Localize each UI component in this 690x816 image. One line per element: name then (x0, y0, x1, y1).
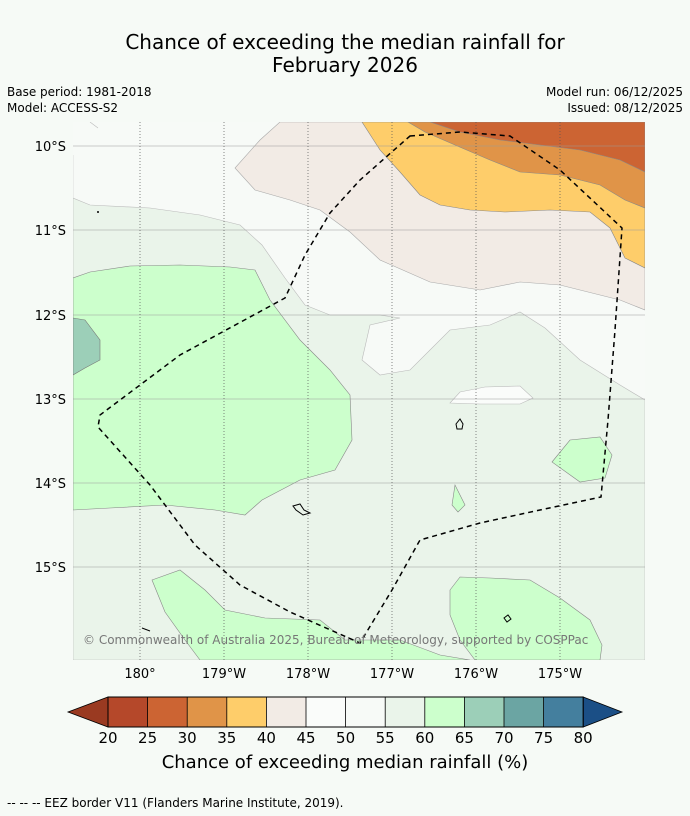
colorbar-arrow-right (582, 696, 624, 728)
lat-label-12s: 12°S (35, 309, 66, 324)
colorbar: 20 25 30 35 40 45 50 55 60 65 70 75 80 (66, 696, 624, 747)
colorbar-tick-20: 20 (98, 729, 117, 747)
colorbar-label: Chance of exceeding median rainfall (%) (161, 752, 529, 773)
colorbar-tick-65: 65 (455, 729, 474, 747)
lon-label-176w: 176°W (454, 667, 498, 682)
colorbar-tick-35: 35 (217, 729, 236, 747)
region-45-50-inlet (449, 385, 534, 405)
colorbar-seg-60-65 (424, 697, 465, 727)
colorbar-tick-30: 30 (178, 729, 197, 747)
region-60-65-south (151, 569, 471, 660)
map-title-line1: Chance of exceeding the median rainfall … (125, 30, 565, 54)
lat-labels: 10°S 11°S 12°S 13°S 14°S 15°S (35, 140, 66, 576)
island-c (503, 614, 512, 623)
region-65-70 (73, 317, 101, 376)
colorbar-tick-70: 70 (494, 729, 513, 747)
lat-label-15s: 15°S (35, 561, 66, 576)
colorbar-seg-30-35 (187, 697, 227, 727)
base-period-text: Base period: 1981-2018 (7, 85, 152, 99)
eez-footnote: -- -- -- EEZ border V11 (Flanders Marine… (7, 796, 344, 810)
colorbar-outline (107, 696, 584, 728)
region-60-65-southeast (449, 576, 603, 660)
colorbar-arrow-left (66, 696, 109, 728)
map-plot-area (73, 122, 645, 660)
lon-label-179w: 179°W (202, 667, 246, 682)
colorbar-tick-55: 55 (376, 729, 395, 747)
colorbar-ticks: 20 25 30 35 40 45 50 55 60 65 70 75 80 (98, 729, 592, 747)
contour-topleft (89, 122, 99, 129)
map-title-line2: February 2026 (272, 53, 418, 77)
colorbar-seg-35-40 (226, 697, 267, 727)
lon-labels: 180° 179°W 178°W 177°W 176°W 175°W (124, 667, 582, 682)
region-60-65-sliver (451, 484, 466, 513)
colorbar-seg-65-70 (464, 697, 504, 727)
colorbar-seg-40-45 (266, 697, 306, 727)
colorbar-tick-25: 25 (138, 729, 157, 747)
island-b (292, 503, 312, 516)
island-dot (97, 211, 99, 213)
gridlines (73, 145, 645, 568)
colorbar-seg-25-30 (147, 697, 188, 727)
colorbar-seg-50-55 (345, 697, 386, 727)
meta-left: Base period: 1981-2018 Model: ACCESS-S2 (7, 84, 152, 116)
copyright-notice: © Commonwealth of Australia 2025, Bureau… (83, 633, 589, 647)
meta-right: Model run: 06/12/2025 Issued: 08/12/2025 (546, 84, 683, 116)
map-title: Chance of exceeding the median rainfall … (0, 31, 690, 77)
model-text: Model: ACCESS-S2 (7, 101, 119, 115)
colorbar-tick-75: 75 (534, 729, 553, 747)
lat-label-14s: 14°S (35, 477, 66, 492)
lat-label-13s: 13°S (35, 393, 66, 408)
lon-label-178w: 178°W (286, 667, 330, 682)
region-60-65-east (551, 436, 613, 483)
reef-mark (141, 627, 151, 632)
colorbar-tick-80: 80 (574, 729, 593, 747)
colorbar-tick-50: 50 (336, 729, 355, 747)
lat-label-11s: 11°S (35, 224, 66, 239)
colorbar-tick-60: 60 (415, 729, 434, 747)
issued-text: Issued: 08/12/2025 (567, 101, 683, 115)
colorbar-tick-45: 45 (296, 729, 315, 747)
colorbar-tick-40: 40 (257, 729, 276, 747)
colorbar-seg-20-25 (108, 697, 148, 727)
lon-label-175w: 175°W (538, 667, 582, 682)
colorbar-seg-70-75 (504, 697, 544, 727)
colorbar-seg-55-60 (385, 697, 425, 727)
lon-label-177w: 177°W (370, 667, 414, 682)
lat-label-10s: 10°S (35, 140, 66, 155)
model-run-text: Model run: 06/12/2025 (545, 85, 683, 99)
eez-border (97, 131, 623, 644)
region-60-65-west (73, 264, 353, 516)
island-a (455, 418, 464, 430)
colorbar-seg-75-80 (543, 697, 584, 727)
colorbar-seg-45-50 (306, 697, 346, 727)
lon-label-180: 180° (124, 667, 155, 682)
